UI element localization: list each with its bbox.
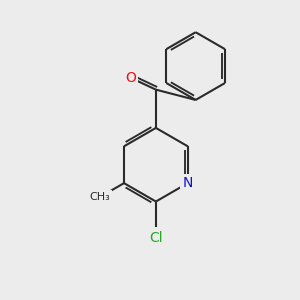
Text: N: N [183, 176, 193, 190]
Text: O: O [125, 71, 136, 85]
Text: Cl: Cl [149, 231, 163, 245]
Text: CH₃: CH₃ [89, 192, 110, 202]
